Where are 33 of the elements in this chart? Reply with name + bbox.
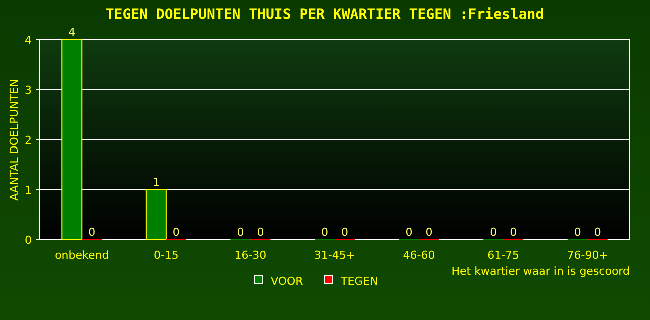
x-tick-label: onbekend (55, 249, 110, 262)
data-label: 0 (88, 226, 96, 239)
x-axis-title: Het kwartier waar in is gescoord (452, 265, 630, 278)
chart-title: TEGEN DOELPUNTEN THUIS PER KWARTIER TEGEN :Friesland (106, 7, 544, 23)
data-label: 0 (257, 226, 264, 239)
y-axis-title: AANTAL DOELPUNTEN (8, 79, 21, 201)
data-label: 0 (594, 226, 602, 239)
x-tick-label: 76-90+ (567, 249, 608, 262)
y-tick-label: 2 (25, 134, 32, 147)
legend-label: TEGEN (340, 275, 378, 288)
x-tick-label: 16-30 (234, 249, 267, 262)
data-label: 0 (322, 226, 328, 239)
data-label: 0 (342, 226, 348, 239)
legend-label: VOOR (271, 275, 304, 288)
data-label: 0 (574, 226, 582, 239)
data-label: 0 (426, 226, 433, 239)
x-tick-label: 61-75 (488, 249, 520, 262)
data-label: 0 (172, 226, 180, 239)
data-label: 0 (406, 226, 413, 239)
bar (62, 40, 83, 240)
x-tick-label: 31-45+ (314, 249, 356, 262)
y-tick-label: 3 (25, 84, 32, 97)
data-label: 0 (237, 226, 244, 239)
y-tick-label: 0 (25, 234, 32, 247)
y-tick-label: 4 (25, 34, 32, 47)
bar (146, 190, 167, 240)
data-label: 0 (510, 226, 518, 239)
data-label: 0 (490, 226, 498, 239)
data-label: 1 (152, 176, 160, 189)
x-tick-label: 46-60 (403, 249, 436, 262)
x-tick-label: 0-15 (154, 249, 179, 262)
y-tick-label: 1 (25, 184, 32, 197)
data-label: 4 (68, 26, 76, 39)
